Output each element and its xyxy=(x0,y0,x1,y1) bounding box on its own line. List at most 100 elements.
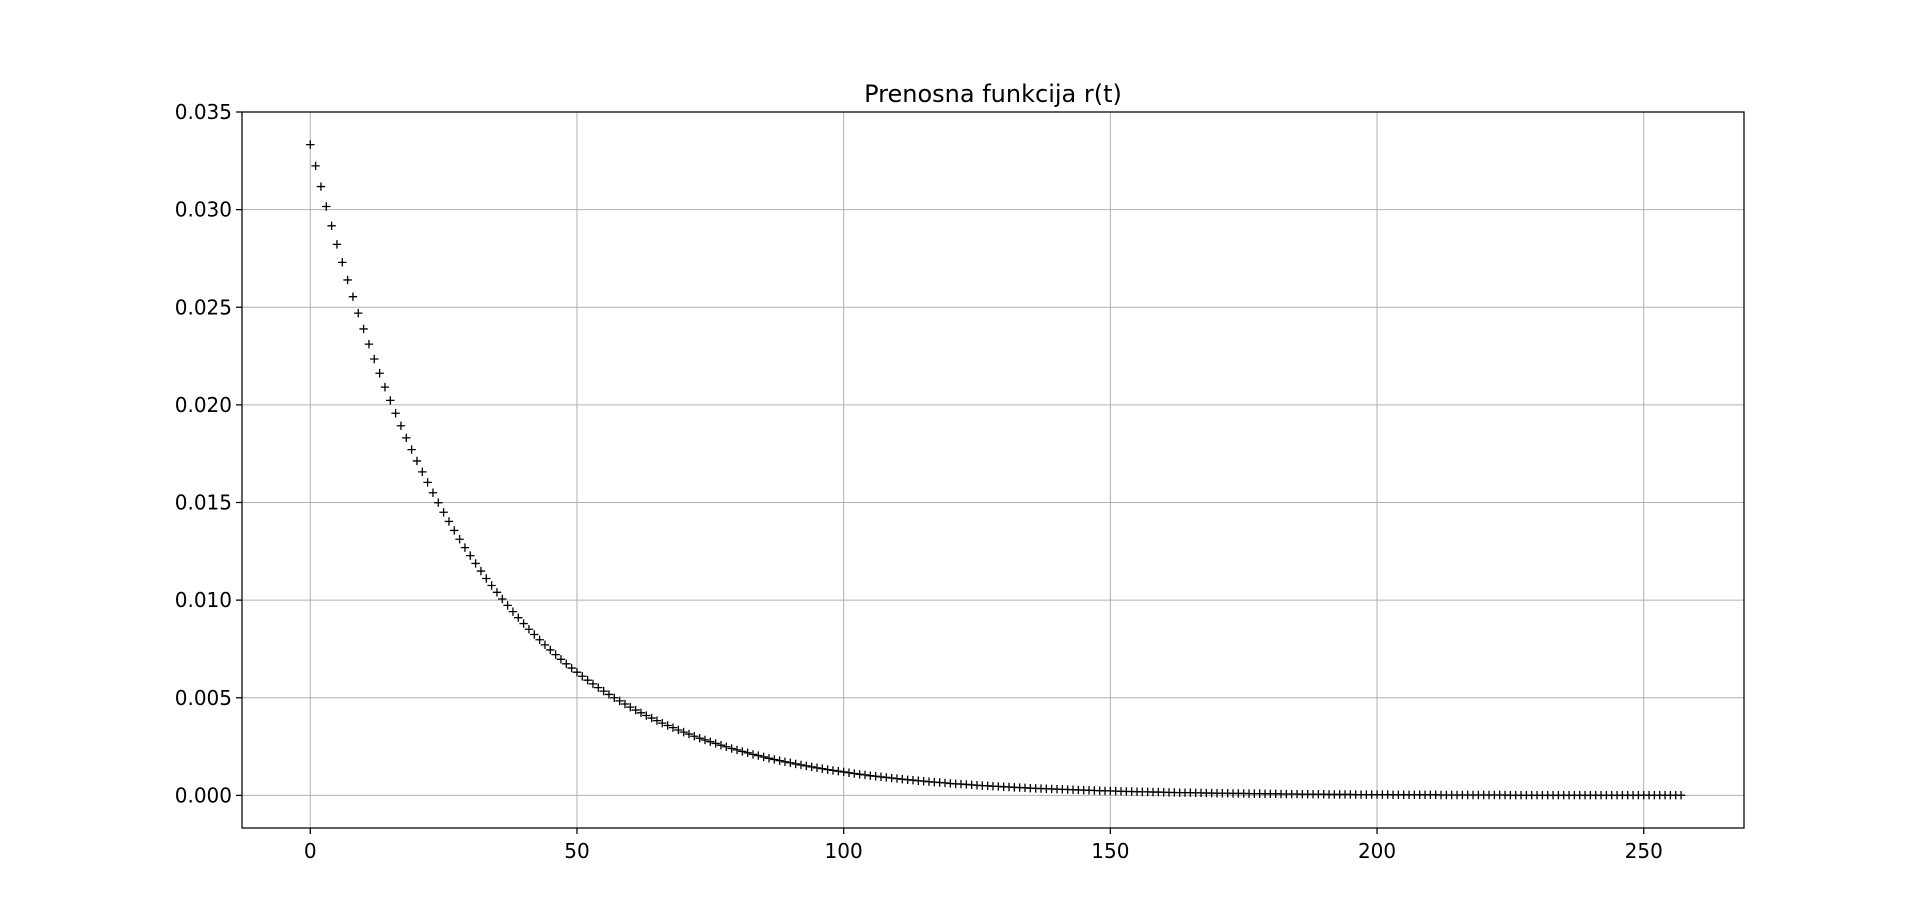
data-point xyxy=(434,498,443,507)
data-point xyxy=(567,663,576,673)
axis-ticks: 0 50 100 150 200 250 0.000 0.005 0.010 0.015 0.020… xyxy=(175,100,1663,863)
y-tick-label: 0.010 xyxy=(175,588,232,612)
y-tick-label: 0.035 xyxy=(175,100,232,124)
data-point xyxy=(636,708,646,717)
data-point xyxy=(327,221,336,231)
data-point xyxy=(487,581,496,590)
x-tick-label: 200 xyxy=(1358,839,1396,863)
data-point xyxy=(631,705,640,715)
data-point xyxy=(359,324,368,334)
data-point xyxy=(311,161,320,171)
data-point xyxy=(556,655,566,664)
data-point xyxy=(807,762,816,772)
data-point xyxy=(476,566,486,576)
data-point xyxy=(402,433,411,443)
data-point xyxy=(588,679,598,689)
data-point xyxy=(375,369,384,378)
data-point xyxy=(716,741,726,750)
data-point xyxy=(396,421,406,430)
data-point xyxy=(524,625,534,634)
data-point xyxy=(722,742,731,751)
data-point xyxy=(343,275,352,285)
data-point xyxy=(604,690,614,699)
data-series xyxy=(306,140,1686,800)
data-point xyxy=(418,467,427,477)
data-point xyxy=(727,744,736,753)
data-point xyxy=(578,672,587,681)
data-point xyxy=(562,659,571,668)
data-point xyxy=(354,308,363,318)
data-point xyxy=(748,750,758,759)
data-point xyxy=(1676,790,1686,800)
data-point xyxy=(663,721,672,730)
data-point xyxy=(642,711,651,720)
data-point xyxy=(498,594,507,604)
data-point xyxy=(743,748,752,758)
data-point xyxy=(759,752,768,762)
data-point xyxy=(791,759,800,769)
data-point xyxy=(423,478,432,487)
data-point xyxy=(780,757,790,767)
data-point xyxy=(850,769,859,778)
y-tick-label: 0.005 xyxy=(175,686,232,710)
data-point xyxy=(620,699,630,709)
data-point xyxy=(844,768,854,777)
data-point xyxy=(594,683,603,692)
data-point xyxy=(679,727,688,737)
x-tick-label: 250 xyxy=(1625,839,1663,863)
y-tick-label: 0.020 xyxy=(175,393,232,417)
data-point xyxy=(599,686,608,696)
data-point xyxy=(519,619,528,628)
data-point xyxy=(860,770,870,780)
plot-area-frame xyxy=(241,111,1745,829)
y-tick-label: 0.025 xyxy=(175,295,232,319)
data-point xyxy=(338,258,347,267)
data-point xyxy=(732,745,742,755)
data-point xyxy=(786,758,795,767)
y-tick-label: 0.030 xyxy=(175,198,232,222)
data-point xyxy=(706,737,715,746)
data-point xyxy=(482,574,491,583)
data-point xyxy=(674,725,683,735)
data-point xyxy=(764,754,774,763)
data-point xyxy=(332,240,342,249)
data-point xyxy=(775,756,784,765)
y-tick-label: 0.015 xyxy=(175,491,232,515)
data-point xyxy=(668,723,678,732)
data-point xyxy=(828,766,838,775)
data-point xyxy=(615,696,624,706)
data-point xyxy=(407,445,416,454)
data-point xyxy=(508,607,518,616)
data-point xyxy=(412,456,422,466)
data-point xyxy=(812,763,822,773)
data-point xyxy=(700,735,710,745)
data-point xyxy=(428,488,438,497)
data-point xyxy=(823,765,832,774)
data-point xyxy=(503,601,512,610)
data-point xyxy=(466,551,475,560)
data-point xyxy=(658,718,667,728)
data-point xyxy=(455,535,464,544)
chart-title: Prenosna funkcija r(t) xyxy=(864,80,1122,108)
data-point xyxy=(370,354,379,364)
data-point xyxy=(391,409,400,418)
data-point xyxy=(572,667,582,677)
data-point xyxy=(551,650,560,659)
data-point xyxy=(770,755,779,764)
x-tick-label: 50 xyxy=(564,839,589,863)
data-point xyxy=(647,713,656,723)
data-point xyxy=(546,645,555,655)
data-point xyxy=(802,761,811,771)
data-point xyxy=(626,702,635,712)
data-point xyxy=(471,559,480,568)
data-point xyxy=(439,508,448,517)
data-point xyxy=(535,635,544,644)
data-point xyxy=(610,693,619,702)
data-point xyxy=(348,292,358,301)
data-point xyxy=(386,396,395,405)
data-point xyxy=(444,517,454,526)
data-point xyxy=(711,739,720,748)
data-point xyxy=(530,630,539,639)
data-point xyxy=(690,732,699,741)
